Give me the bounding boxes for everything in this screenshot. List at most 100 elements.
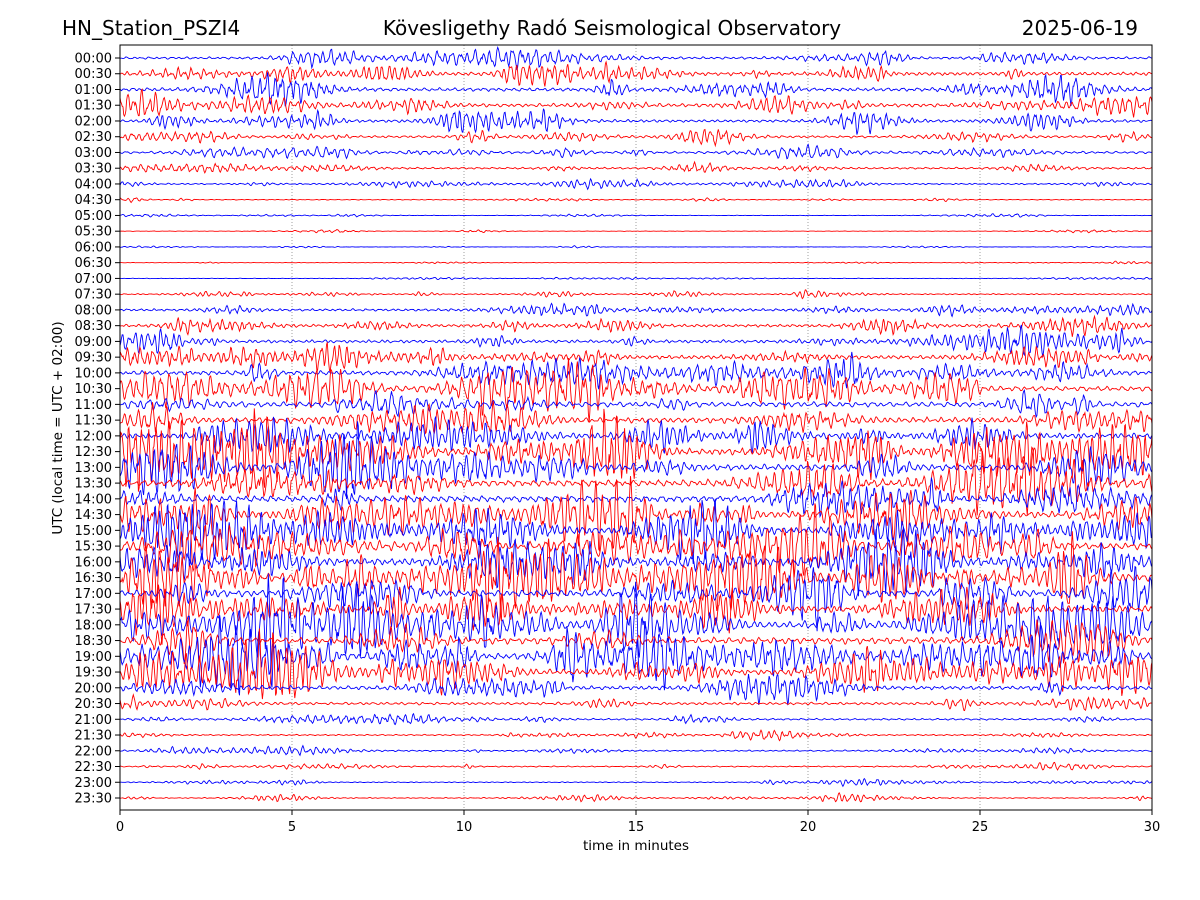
y-axis: 00:0000:3001:0001:3002:0002:3003:0003:30… xyxy=(75,52,120,807)
trace-0430 xyxy=(120,197,1152,204)
y-tick-label: 03:00 xyxy=(75,146,112,161)
x-tick-label: 0 xyxy=(116,820,124,835)
y-tick-label: 06:30 xyxy=(75,256,112,271)
trace-0930 xyxy=(120,342,1152,373)
y-tick-label: 17:00 xyxy=(75,587,112,602)
y-tick-label: 19:00 xyxy=(75,650,112,665)
x-tick-label: 30 xyxy=(1144,820,1161,835)
trace-0330 xyxy=(120,160,1152,174)
trace-1530 xyxy=(120,503,1152,578)
trace-1130 xyxy=(120,401,1152,435)
x-tick-label: 20 xyxy=(800,820,817,835)
x-tick-label: 5 xyxy=(288,820,296,835)
y-axis-label: UTC (local time = UTC + 02:00) xyxy=(50,321,66,534)
trace-1430 xyxy=(120,476,1152,553)
trace-0500 xyxy=(120,213,1152,218)
trace-2300 xyxy=(120,777,1152,788)
trace-1700 xyxy=(120,565,1152,632)
trace-1300 xyxy=(120,421,1152,500)
y-tick-label: 05:00 xyxy=(75,209,112,224)
trace-1230 xyxy=(120,408,1152,492)
y-tick-label: 06:00 xyxy=(75,240,112,255)
trace-0600 xyxy=(120,245,1152,249)
y-tick-label: 21:30 xyxy=(75,729,112,744)
y-tick-label: 11:30 xyxy=(75,414,112,429)
trace-0730 xyxy=(120,289,1152,300)
y-tick-label: 09:30 xyxy=(75,351,112,366)
trace-2100 xyxy=(120,712,1152,726)
y-tick-label: 00:00 xyxy=(75,52,112,67)
y-tick-label: 16:30 xyxy=(75,571,112,586)
trace-1330 xyxy=(120,449,1152,516)
trace-1900 xyxy=(120,614,1152,696)
y-tick-label: 04:30 xyxy=(75,193,112,208)
y-tick-label: 12:00 xyxy=(75,429,112,444)
y-tick-label: 15:00 xyxy=(75,524,112,539)
y-tick-label: 17:30 xyxy=(75,603,112,618)
trace-0400 xyxy=(120,177,1152,191)
date-title: 2025-06-19 xyxy=(1022,16,1138,40)
y-tick-label: 20:00 xyxy=(75,681,112,696)
trace-0000 xyxy=(120,46,1152,71)
y-tick-label: 21:00 xyxy=(75,713,112,728)
trace-1400 xyxy=(120,477,1152,519)
y-tick-label: 13:00 xyxy=(75,461,112,476)
y-tick-label: 14:30 xyxy=(75,508,112,523)
y-tick-label: 22:00 xyxy=(75,744,112,759)
trace-2230 xyxy=(120,761,1152,771)
trace-1600 xyxy=(120,526,1152,597)
trace-0030 xyxy=(120,60,1152,87)
trace-0130 xyxy=(120,88,1152,118)
y-tick-label: 05:30 xyxy=(75,225,112,240)
y-tick-label: 01:00 xyxy=(75,83,112,98)
x-tick-label: 15 xyxy=(628,820,645,835)
trace-1100 xyxy=(120,388,1152,419)
trace-2000 xyxy=(120,673,1152,706)
trace-1930 xyxy=(120,628,1152,700)
y-tick-label: 10:30 xyxy=(75,382,112,397)
trace-1200 xyxy=(120,416,1152,454)
y-tick-label: 13:30 xyxy=(75,477,112,492)
station-title: HN_Station_PSZI4 xyxy=(62,16,240,40)
y-tick-label: 22:30 xyxy=(75,760,112,775)
trace-0830 xyxy=(120,314,1152,337)
trace-0530 xyxy=(120,228,1152,234)
grid-lines xyxy=(291,45,981,810)
y-tick-label: 10:00 xyxy=(75,366,112,381)
trace-2030 xyxy=(120,693,1152,712)
trace-1030 xyxy=(120,357,1152,422)
trace-2130 xyxy=(120,729,1152,742)
y-tick-label: 07:30 xyxy=(75,288,112,303)
y-tick-label: 07:00 xyxy=(75,272,112,287)
traces xyxy=(120,46,1152,803)
y-tick-label: 23:30 xyxy=(75,792,112,807)
y-tick-label: 19:30 xyxy=(75,666,112,681)
y-tick-label: 12:30 xyxy=(75,445,112,460)
y-tick-label: 18:00 xyxy=(75,618,112,633)
y-tick-label: 09:00 xyxy=(75,335,112,350)
trace-1000 xyxy=(120,351,1152,390)
y-tick-label: 14:00 xyxy=(75,492,112,507)
trace-2200 xyxy=(120,744,1152,757)
y-tick-label: 15:30 xyxy=(75,540,112,555)
trace-1830 xyxy=(120,619,1152,665)
trace-0800 xyxy=(120,302,1152,318)
y-tick-label: 08:30 xyxy=(75,319,112,334)
trace-1730 xyxy=(120,584,1152,645)
y-tick-label: 23:00 xyxy=(75,776,112,791)
trace-0700 xyxy=(120,276,1152,281)
x-tick-label: 25 xyxy=(972,820,989,835)
trace-0230 xyxy=(120,128,1152,148)
y-tick-label: 11:00 xyxy=(75,398,112,413)
trace-1500 xyxy=(120,498,1152,567)
x-tick-label: 10 xyxy=(456,820,473,835)
y-tick-label: 03:30 xyxy=(75,162,112,177)
y-tick-label: 02:00 xyxy=(75,114,112,129)
chart-title: Kövesligethy Radó Seismological Observat… xyxy=(383,16,841,40)
trace-1630 xyxy=(120,531,1152,622)
trace-0630 xyxy=(120,260,1152,265)
trace-1800 xyxy=(120,573,1152,688)
y-tick-label: 20:30 xyxy=(75,697,112,712)
trace-0100 xyxy=(120,72,1152,107)
